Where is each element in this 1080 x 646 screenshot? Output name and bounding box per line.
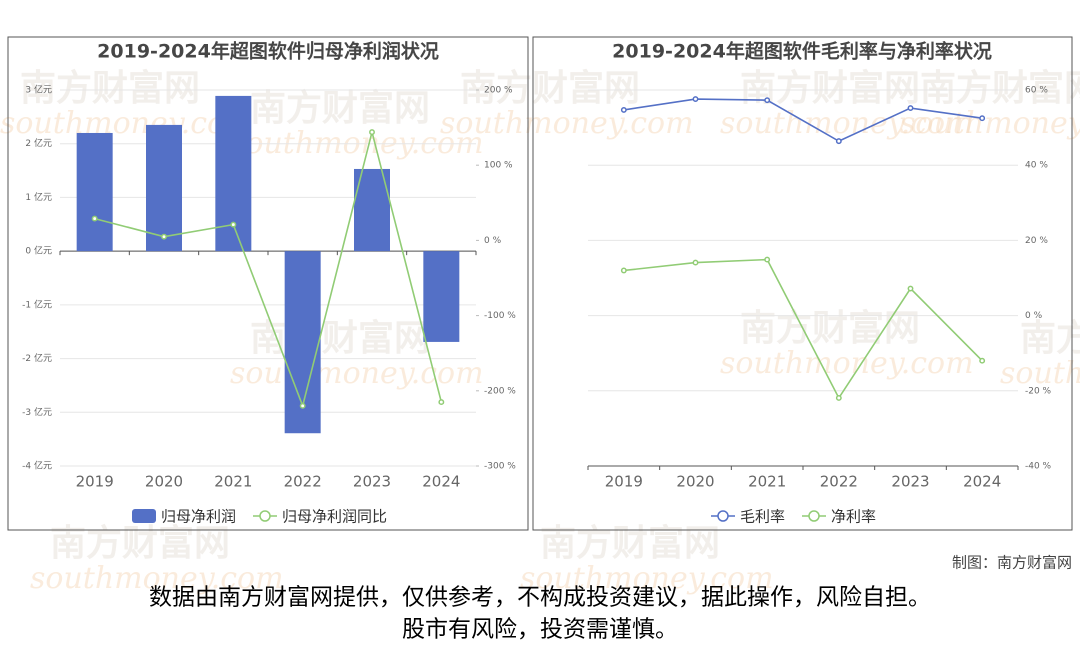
line [94, 131, 443, 409]
watermark: southmoney.com [900, 106, 1080, 141]
y2-tick-label: -300 % [484, 462, 516, 472]
y-tick-label: 0 亿元 [25, 245, 52, 257]
y-tick-label: 0 % [1025, 311, 1043, 321]
bar [146, 124, 182, 252]
point [620, 106, 627, 113]
y-tick-label: -40 % [1025, 462, 1052, 472]
watermark: 南方财富网 [250, 87, 430, 129]
legend-label: 净利率 [831, 508, 876, 526]
credit: 制图：南方财富网 [952, 554, 1072, 572]
panel-frame [7, 36, 529, 531]
chart-title: 2019-2024年超图软件毛利率与净利率状况 [612, 40, 992, 63]
x-tick-label: 2021 [748, 473, 786, 491]
y-tick-label: -2 亿元 [22, 352, 52, 364]
watermark: 南方财富网 [20, 67, 200, 109]
y-tick-label: 60 % [1025, 86, 1048, 96]
watermark: southmoney.com [720, 346, 974, 381]
point [692, 96, 699, 102]
point [161, 233, 167, 240]
point [835, 394, 842, 401]
point [979, 357, 986, 364]
x-tick-label: 2022 [284, 473, 322, 491]
point [764, 97, 771, 104]
bar [423, 251, 460, 342]
point [764, 256, 771, 263]
point [835, 138, 842, 145]
point [230, 221, 237, 228]
y2-tick-label: 200 % [484, 86, 513, 96]
disclaimer: 数据由南方财富网提供，仅供参考，不构成投资建议，据此操作，风险自担。 [149, 585, 931, 611]
x-tick-label: 2019 [76, 473, 114, 491]
watermark: 南方财富网 [460, 67, 640, 109]
y-tick-label: 40 % [1025, 161, 1048, 171]
y-tick-label: -20 % [1025, 386, 1052, 396]
y2-tick-label: 100 % [484, 161, 513, 171]
x-tick-label: 2023 [353, 473, 391, 491]
watermark: 南方财富网 [50, 522, 230, 564]
legend-marker [259, 510, 271, 522]
watermark: 南方财富网 [540, 522, 720, 564]
legend-label: 归母净利润同比 [282, 508, 387, 526]
legend-swatch [132, 509, 156, 523]
point [91, 215, 98, 222]
watermarks: 南方财富网southmoney.com南方财富网southmoney.com南方… [0, 67, 1080, 596]
point [692, 259, 699, 266]
x-tick-label: 2020 [676, 473, 714, 491]
watermark: 南方财富网 [1020, 317, 1080, 359]
x-tick-label: 2021 [214, 473, 252, 491]
point [979, 115, 986, 122]
watermark: southmoney.com [0, 106, 254, 141]
legend-label: 毛利率 [740, 508, 785, 526]
legend-marker [717, 510, 729, 522]
y2-tick-label: 0 % [484, 236, 502, 246]
y2-tick-label: -200 % [484, 386, 516, 396]
x-tick-label: 2024 [963, 473, 1001, 491]
bar [76, 132, 113, 252]
watermark: 南方财富网 [740, 307, 920, 349]
y-tick-label: 3 亿元 [25, 84, 52, 96]
watermark: southmoney.com [520, 561, 774, 596]
panel-frame [532, 36, 1073, 531]
watermark: southmoney.com [30, 561, 284, 596]
point [620, 267, 627, 274]
watermark: southmoney.com [230, 356, 484, 391]
legend-marker [808, 510, 820, 522]
point [299, 402, 306, 409]
line [623, 258, 983, 400]
y-tick-label: 1 亿元 [25, 191, 52, 203]
chart-title: 2019-2024年超图软件归母净利润状况 [97, 40, 439, 63]
watermark: southmoney.com [1000, 356, 1080, 391]
disclaimer: 股市有风险，投资需谨慎。 [402, 617, 678, 643]
watermark: 南方财富网 [250, 317, 430, 359]
bar [215, 95, 252, 252]
y-tick-label: 20 % [1025, 236, 1048, 246]
legend-label: 归母净利润 [161, 508, 236, 526]
y-tick-label: -4 亿元 [22, 460, 52, 472]
x-tick-label: 2019 [605, 473, 643, 491]
x-tick-label: 2023 [891, 473, 929, 491]
y-tick-label: -3 亿元 [22, 406, 52, 418]
y-tick-label: -1 亿元 [22, 298, 52, 310]
point [907, 105, 914, 111]
y-tick-label: 2 亿元 [25, 137, 52, 149]
x-tick-label: 2024 [422, 473, 460, 491]
point [907, 285, 914, 292]
point [438, 399, 445, 406]
y2-tick-label: -100 % [484, 311, 516, 321]
point [369, 129, 375, 136]
x-tick-label: 2020 [145, 473, 183, 491]
watermark: southmoney.com [440, 106, 694, 141]
x-tick-label: 2022 [820, 473, 858, 491]
line [623, 98, 983, 143]
watermark: 南方财富网 [920, 67, 1080, 109]
watermark: southmoney.com [720, 106, 974, 141]
